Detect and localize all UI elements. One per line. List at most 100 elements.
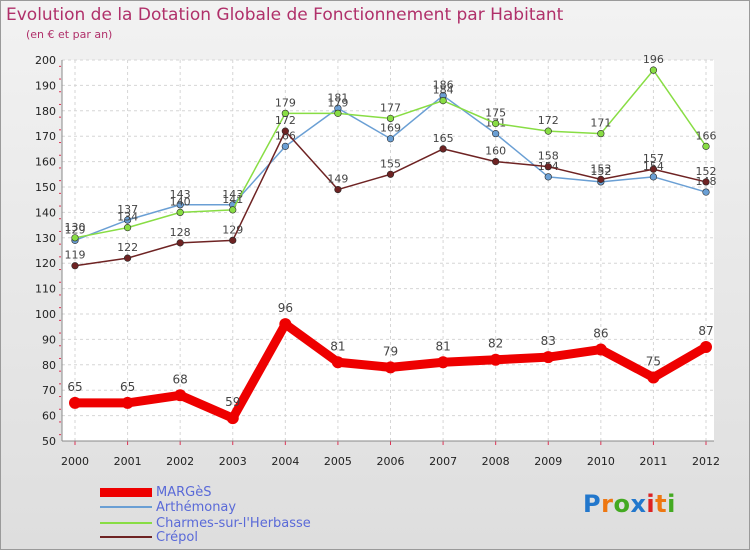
x-tick-label: 2003 bbox=[219, 455, 247, 468]
logo-letter: t bbox=[655, 490, 668, 518]
data-point-charmes-sur-l-herbasse bbox=[71, 234, 79, 242]
data-point-marg-s bbox=[594, 343, 607, 356]
x-tick-label: 2010 bbox=[587, 455, 615, 468]
x-tick-label: 2011 bbox=[639, 455, 667, 468]
data-label-marg-s: 65 bbox=[120, 380, 135, 394]
data-point-arth-monay bbox=[544, 173, 552, 181]
data-label-marg-s: 82 bbox=[488, 337, 503, 351]
data-label-marg-s: 87 bbox=[698, 324, 713, 338]
legend-label-charmes: Charmes-sur-l'Herbasse bbox=[156, 515, 311, 531]
data-label-marg-s: 96 bbox=[278, 301, 293, 315]
data-point-charmes-sur-l-herbasse bbox=[334, 109, 342, 117]
data-point-arth-monay bbox=[702, 188, 710, 196]
data-point-cr-pol bbox=[386, 170, 395, 178]
data-label-cr-pol: 160 bbox=[485, 145, 506, 158]
data-point-marg-s bbox=[226, 412, 239, 425]
data-point-arth-monay bbox=[386, 135, 395, 143]
legend-swatch-crepol bbox=[100, 536, 152, 538]
data-label-charmes-sur-l-herbasse: 179 bbox=[327, 96, 348, 109]
data-label-marg-s: 68 bbox=[173, 372, 188, 386]
data-label-marg-s: 81 bbox=[435, 339, 450, 353]
y-tick-label: 160 bbox=[35, 156, 56, 169]
legend-item-marges: MARGèS bbox=[100, 484, 212, 500]
data-point-cr-pol bbox=[544, 163, 552, 171]
y-tick-label: 90 bbox=[42, 333, 56, 346]
data-label-charmes-sur-l-herbasse: 141 bbox=[222, 193, 243, 206]
y-tick-label: 110 bbox=[35, 283, 56, 296]
data-label-charmes-sur-l-herbasse: 140 bbox=[170, 195, 191, 208]
x-tick-label: 2009 bbox=[534, 455, 562, 468]
data-point-marg-s bbox=[279, 318, 292, 331]
data-point-charmes-sur-l-herbasse bbox=[702, 142, 710, 150]
data-point-cr-pol bbox=[123, 254, 132, 262]
y-tick-label: 100 bbox=[35, 308, 56, 321]
data-label-cr-pol: 119 bbox=[65, 249, 86, 262]
data-point-cr-pol bbox=[281, 127, 289, 135]
data-label-cr-pol: 158 bbox=[538, 150, 559, 163]
data-label-charmes-sur-l-herbasse: 196 bbox=[643, 53, 664, 66]
data-label-charmes-sur-l-herbasse: 175 bbox=[485, 107, 506, 120]
data-point-charmes-sur-l-herbasse bbox=[649, 66, 658, 74]
data-label-arth-monay: 169 bbox=[380, 122, 401, 135]
data-label-arth-monay: 181 bbox=[327, 91, 348, 104]
logo-letter: r bbox=[601, 490, 614, 518]
data-point-marg-s bbox=[121, 396, 134, 409]
data-label-charmes-sur-l-herbasse: 179 bbox=[275, 96, 296, 109]
data-label-charmes-sur-l-herbasse: 171 bbox=[590, 117, 611, 130]
data-point-marg-s bbox=[700, 341, 712, 354]
data-point-charmes-sur-l-herbasse bbox=[281, 109, 289, 117]
data-point-marg-s bbox=[384, 361, 397, 374]
data-label-marg-s: 81 bbox=[330, 339, 345, 353]
legend-swatch-charmes bbox=[100, 522, 152, 524]
legend-label-marges: MARGèS bbox=[156, 484, 212, 500]
logo-letter: x bbox=[630, 490, 647, 518]
data-label-cr-pol: 152 bbox=[696, 165, 717, 178]
x-tick-label: 2002 bbox=[166, 455, 194, 468]
data-point-charmes-sur-l-herbasse bbox=[386, 114, 395, 123]
data-point-charmes-sur-l-herbasse bbox=[492, 119, 500, 128]
y-tick-label: 50 bbox=[42, 435, 56, 448]
data-label-charmes-sur-l-herbasse: 172 bbox=[538, 114, 559, 127]
logo-letter: P bbox=[583, 490, 602, 518]
data-label-marg-s: 59 bbox=[225, 395, 240, 409]
data-point-cr-pol bbox=[649, 165, 658, 173]
data-point-arth-monay bbox=[123, 216, 132, 224]
legend-item-charmes: Charmes-sur-l'Herbasse bbox=[100, 515, 311, 531]
data-label-cr-pol: 165 bbox=[433, 132, 454, 145]
data-label-cr-pol: 157 bbox=[643, 152, 664, 165]
data-label-arth-monay: 166 bbox=[275, 129, 296, 142]
x-tick-label: 2005 bbox=[324, 455, 352, 468]
data-point-marg-s bbox=[647, 371, 660, 384]
logo-letter: o bbox=[613, 490, 631, 518]
x-tick-label: 2001 bbox=[114, 455, 142, 468]
y-tick-label: 70 bbox=[42, 384, 56, 397]
data-label-arth-monay: 129 bbox=[65, 223, 86, 236]
data-point-arth-monay bbox=[492, 130, 500, 138]
proxiti-logo: Proxiti bbox=[583, 490, 676, 518]
data-label-charmes-sur-l-herbasse: 177 bbox=[380, 101, 401, 114]
data-label-cr-pol: 172 bbox=[275, 114, 296, 127]
data-point-charmes-sur-l-herbasse bbox=[597, 130, 605, 138]
data-label-marg-s: 75 bbox=[646, 355, 661, 369]
data-point-marg-s bbox=[69, 396, 81, 409]
data-point-charmes-sur-l-herbasse bbox=[123, 224, 132, 232]
data-point-cr-pol bbox=[71, 262, 79, 270]
y-tick-label: 140 bbox=[35, 206, 56, 219]
data-point-marg-s bbox=[437, 356, 450, 369]
data-point-cr-pol bbox=[492, 158, 500, 166]
x-tick-label: 2004 bbox=[271, 455, 299, 468]
data-point-charmes-sur-l-herbasse bbox=[544, 127, 552, 135]
data-label-marg-s: 83 bbox=[541, 334, 556, 348]
data-label-arth-monay: 143 bbox=[222, 188, 243, 201]
legend-swatch-arthemonay bbox=[100, 506, 152, 508]
data-label-cr-pol: 149 bbox=[327, 173, 348, 186]
data-label-cr-pol: 128 bbox=[170, 226, 191, 239]
data-label-marg-s: 65 bbox=[67, 380, 82, 394]
data-point-cr-pol bbox=[229, 236, 237, 244]
data-point-marg-s bbox=[489, 353, 502, 366]
data-label-arth-monay: 152 bbox=[590, 165, 611, 178]
x-tick-label: 2008 bbox=[482, 455, 510, 468]
chart-title: Evolution de la Dotation Globale de Fonc… bbox=[6, 5, 564, 25]
data-label-charmes-sur-l-herbasse: 134 bbox=[117, 211, 138, 224]
data-point-marg-s bbox=[174, 389, 187, 402]
